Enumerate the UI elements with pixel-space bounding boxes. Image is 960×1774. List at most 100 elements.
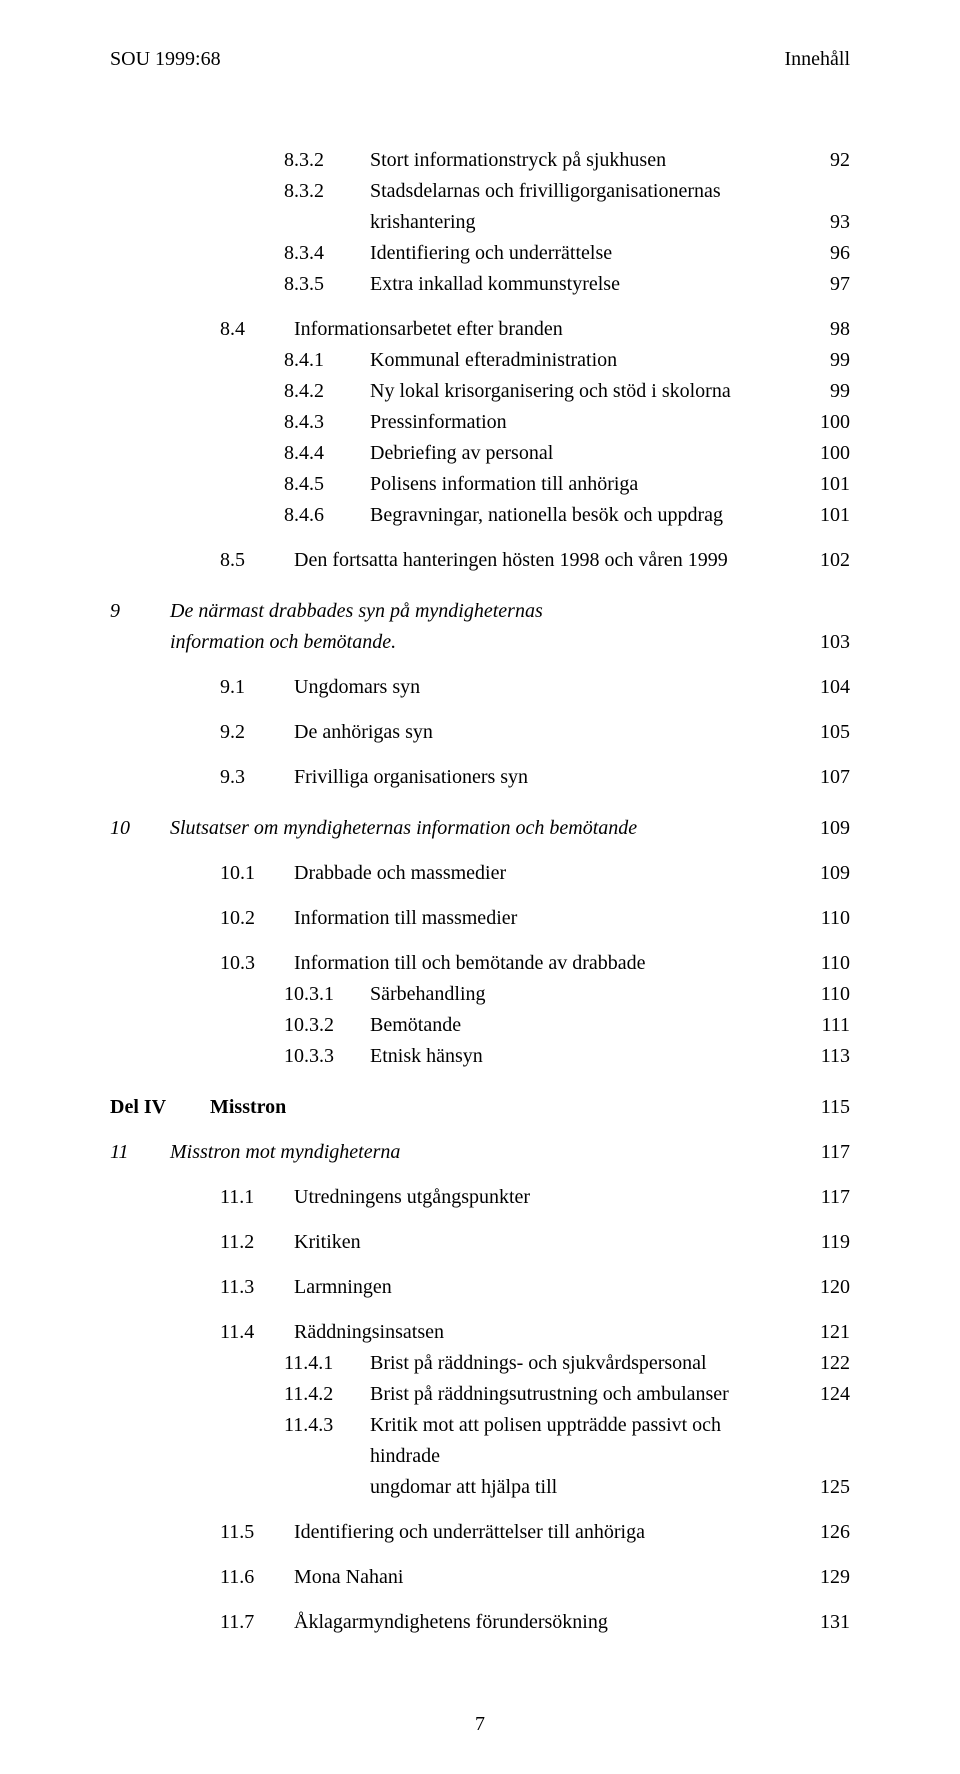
toc-gap <box>110 1123 850 1137</box>
toc-number: 11 <box>110 1137 170 1168</box>
toc-gap <box>110 300 850 314</box>
toc-page: 113 <box>802 1041 850 1072</box>
toc-page: 98 <box>802 314 850 345</box>
toc-page: 93 <box>802 207 850 238</box>
toc-title: Den fortsatta hanteringen hösten 1998 oc… <box>294 545 802 576</box>
toc-number: 9.3 <box>220 762 294 793</box>
toc-page: 131 <box>802 1607 850 1638</box>
toc-page: 111 <box>802 1010 850 1041</box>
toc-title: Begravningar, nationella besök och uppdr… <box>370 500 802 531</box>
toc-row: 9De närmast drabbades syn på myndigheter… <box>110 596 850 627</box>
toc-page: 110 <box>802 979 850 1010</box>
toc-title: Misstron mot myndigheterna <box>170 1137 802 1168</box>
toc-number: 11.6 <box>220 1562 294 1593</box>
toc-row: 11.2Kritiken119 <box>220 1227 850 1258</box>
toc-number: 8.4.5 <box>284 469 370 500</box>
toc-row: 10.3.3Etnisk hänsyn113 <box>284 1041 850 1072</box>
toc-page: 105 <box>802 717 850 748</box>
toc-row: 8.4.2Ny lokal krisorganisering och stöd … <box>284 376 850 407</box>
toc-title: Utredningens utgångspunkter <box>294 1182 802 1213</box>
toc-number: 10 <box>110 813 170 844</box>
toc-title: Mona Nahani <box>294 1562 802 1593</box>
toc-row: Del IVMisstron115 <box>110 1092 850 1123</box>
toc-number: 8.4 <box>220 314 294 345</box>
toc-gap <box>110 1213 850 1227</box>
toc-page: 96 <box>802 238 850 269</box>
toc-number: 10.1 <box>220 858 294 889</box>
toc-gap <box>110 889 850 903</box>
toc-number: 8.4.1 <box>284 345 370 376</box>
toc-page: 101 <box>802 469 850 500</box>
toc-title: Brist på räddnings- och sjukvårdspersona… <box>370 1348 802 1379</box>
toc-number: 11.5 <box>220 1517 294 1548</box>
toc-title: Larmningen <box>294 1272 802 1303</box>
running-head-left: SOU 1999:68 <box>110 44 221 75</box>
toc-number: 10.3.1 <box>284 979 370 1010</box>
toc-number: 8.5 <box>220 545 294 576</box>
toc-gap <box>110 658 850 672</box>
toc-page: 126 <box>802 1517 850 1548</box>
toc-gap <box>110 1303 850 1317</box>
toc-page: 107 <box>802 762 850 793</box>
toc-page: 124 <box>802 1379 850 1410</box>
toc-number: 8.3.2 <box>284 176 370 207</box>
toc-title: Stort informationstryck på sjukhusen <box>370 145 802 176</box>
toc-page: 100 <box>802 407 850 438</box>
toc-page: 119 <box>802 1227 850 1258</box>
toc-title: Extra inkallad kommunstyrelse <box>370 269 802 300</box>
toc-row: 9.1Ungdomars syn104 <box>220 672 850 703</box>
toc-row: 9.3Frivilliga organisationers syn107 <box>220 762 850 793</box>
toc-gap <box>110 1593 850 1607</box>
toc-row: 11.4.2Brist på räddningsutrustning och a… <box>284 1379 850 1410</box>
toc-title: ungdomar att hjälpa till <box>370 1472 802 1503</box>
toc-row: 8.3.2Stort informationstryck på sjukhuse… <box>284 145 850 176</box>
toc-page: 120 <box>802 1272 850 1303</box>
toc-page: 110 <box>802 903 850 934</box>
toc-title: Kritiken <box>294 1227 802 1258</box>
toc-page: 102 <box>802 545 850 576</box>
toc-title: Etnisk hänsyn <box>370 1041 802 1072</box>
toc-row: 10.3.1Särbehandling110 <box>284 979 850 1010</box>
toc-page: 97 <box>802 269 850 300</box>
toc-page: 104 <box>802 672 850 703</box>
toc-gap <box>110 703 850 717</box>
toc-title: information och bemötande. <box>170 627 802 658</box>
toc-number: 8.4.6 <box>284 500 370 531</box>
toc-title: Ungdomars syn <box>294 672 802 703</box>
toc-row: 11.5Identifiering och underrättelser til… <box>220 1517 850 1548</box>
table-of-contents: 8.3.2Stort informationstryck på sjukhuse… <box>110 145 850 1638</box>
toc-number: 10.3.3 <box>284 1041 370 1072</box>
toc-row: 11.4.3Kritik mot att polisen uppträdde p… <box>284 1410 850 1472</box>
toc-row: 8.4.5Polisens information till anhöriga1… <box>284 469 850 500</box>
toc-title: Identifiering och underrättelse <box>370 238 802 269</box>
toc-title: Polisens information till anhöriga <box>370 469 802 500</box>
toc-gap <box>110 844 850 858</box>
toc-row: 8.4.3Pressinformation100 <box>284 407 850 438</box>
toc-gap <box>110 934 850 948</box>
toc-title: Debriefing av personal <box>370 438 802 469</box>
toc-title: Särbehandling <box>370 979 802 1010</box>
page-number: 7 <box>0 1709 960 1740</box>
running-head: SOU 1999:68 Innehåll <box>110 44 850 75</box>
toc-gap <box>110 1168 850 1182</box>
toc-row: 11.3Larmningen120 <box>220 1272 850 1303</box>
toc-page: 121 <box>802 1317 850 1348</box>
toc-number: 8.4.3 <box>284 407 370 438</box>
toc-page: 99 <box>802 376 850 407</box>
toc-number: 8.4.4 <box>284 438 370 469</box>
toc-page: 117 <box>802 1137 850 1168</box>
toc-row: 8.4.4Debriefing av personal100 <box>284 438 850 469</box>
toc-row: information och bemötande.103 <box>110 627 850 658</box>
toc-title: krishantering <box>370 207 802 238</box>
toc-number: 8.3.5 <box>284 269 370 300</box>
document-page: SOU 1999:68 Innehåll 8.3.2Stort informat… <box>0 0 960 1774</box>
toc-number: 8.4.2 <box>284 376 370 407</box>
toc-page: 110 <box>802 948 850 979</box>
toc-number: 11.4.2 <box>284 1379 370 1410</box>
toc-title: Kommunal efteradministration <box>370 345 802 376</box>
toc-row: 11.4Räddningsinsatsen121 <box>220 1317 850 1348</box>
toc-page: 125 <box>802 1472 850 1503</box>
toc-row: 10.2Information till massmedier110 <box>220 903 850 934</box>
toc-title: Ny lokal krisorganisering och stöd i sko… <box>370 376 802 407</box>
toc-row: 8.5Den fortsatta hanteringen hösten 1998… <box>220 545 850 576</box>
